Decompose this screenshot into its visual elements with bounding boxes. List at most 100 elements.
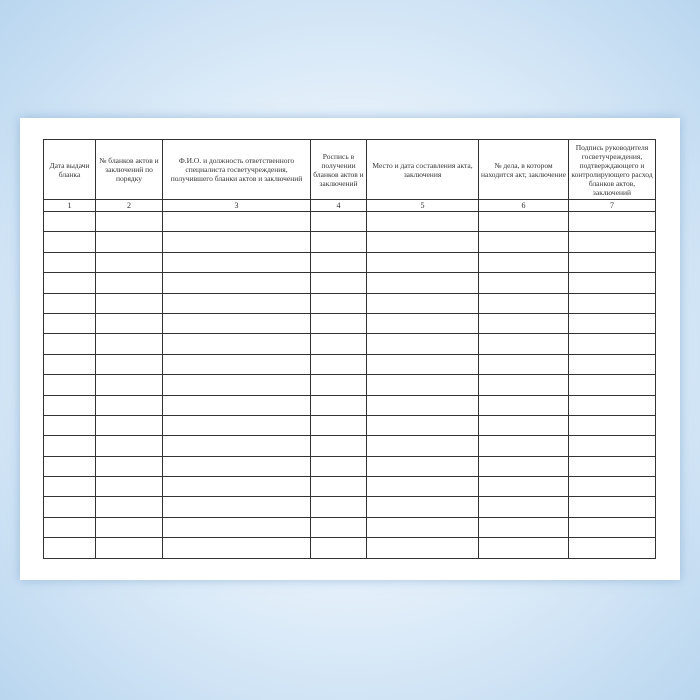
- table-cell[interactable]: [310, 516, 367, 539]
- table-cell[interactable]: [568, 435, 656, 457]
- table-cell[interactable]: [310, 333, 367, 355]
- table-cell[interactable]: [43, 394, 96, 416]
- table-cell[interactable]: [478, 455, 569, 478]
- table-cell[interactable]: [568, 251, 656, 274]
- table-cell[interactable]: [366, 231, 479, 253]
- table-cell[interactable]: [310, 394, 367, 416]
- table-cell[interactable]: [43, 312, 96, 335]
- table-cell[interactable]: [310, 455, 367, 478]
- table-cell[interactable]: [43, 476, 96, 498]
- table-cell[interactable]: [568, 272, 656, 294]
- table-cell[interactable]: [43, 455, 96, 478]
- table-cell[interactable]: [162, 537, 311, 559]
- table-cell[interactable]: [95, 496, 163, 518]
- table-cell[interactable]: [95, 353, 163, 376]
- table-cell[interactable]: [162, 312, 311, 335]
- table-cell[interactable]: [366, 374, 479, 396]
- table-cell[interactable]: [366, 333, 479, 355]
- table-cell[interactable]: [478, 516, 569, 539]
- table-cell[interactable]: [310, 476, 367, 498]
- table-cell[interactable]: [162, 353, 311, 376]
- table-cell[interactable]: [43, 292, 96, 314]
- table-cell[interactable]: [310, 435, 367, 457]
- table-cell[interactable]: [478, 272, 569, 294]
- table-cell[interactable]: [95, 251, 163, 274]
- table-cell[interactable]: [310, 496, 367, 518]
- table-cell[interactable]: [162, 476, 311, 498]
- table-cell[interactable]: [95, 394, 163, 416]
- table-cell[interactable]: [95, 537, 163, 559]
- table-cell[interactable]: [366, 353, 479, 376]
- table-cell[interactable]: [568, 455, 656, 478]
- table-cell[interactable]: [478, 210, 569, 233]
- table-cell[interactable]: [95, 414, 163, 437]
- table-cell[interactable]: [366, 292, 479, 314]
- table-cell[interactable]: [95, 272, 163, 294]
- table-cell[interactable]: [95, 374, 163, 396]
- table-cell[interactable]: [568, 333, 656, 355]
- table-cell[interactable]: [43, 374, 96, 396]
- table-cell[interactable]: [162, 272, 311, 294]
- table-cell[interactable]: [568, 312, 656, 335]
- table-cell[interactable]: [162, 333, 311, 355]
- table-cell[interactable]: [95, 455, 163, 478]
- table-cell[interactable]: [310, 374, 367, 396]
- table-cell[interactable]: [43, 496, 96, 518]
- table-cell[interactable]: [366, 414, 479, 437]
- table-cell[interactable]: [568, 516, 656, 539]
- table-cell[interactable]: [162, 455, 311, 478]
- table-cell[interactable]: [478, 414, 569, 437]
- table-cell[interactable]: [478, 537, 569, 559]
- table-cell[interactable]: [366, 516, 479, 539]
- table-cell[interactable]: [43, 333, 96, 355]
- table-cell[interactable]: [478, 312, 569, 335]
- table-cell[interactable]: [478, 231, 569, 253]
- table-cell[interactable]: [43, 272, 96, 294]
- table-cell[interactable]: [568, 414, 656, 437]
- table-cell[interactable]: [568, 210, 656, 233]
- table-cell[interactable]: [478, 476, 569, 498]
- table-cell[interactable]: [43, 353, 96, 376]
- table-cell[interactable]: [43, 414, 96, 437]
- table-cell[interactable]: [95, 516, 163, 539]
- table-cell[interactable]: [310, 312, 367, 335]
- table-cell[interactable]: [310, 537, 367, 559]
- table-cell[interactable]: [95, 292, 163, 314]
- table-cell[interactable]: [568, 231, 656, 253]
- table-cell[interactable]: [162, 231, 311, 253]
- table-cell[interactable]: [366, 537, 479, 559]
- table-cell[interactable]: [568, 476, 656, 498]
- table-cell[interactable]: [366, 394, 479, 416]
- table-cell[interactable]: [95, 435, 163, 457]
- table-cell[interactable]: [366, 435, 479, 457]
- table-cell[interactable]: [366, 272, 479, 294]
- table-cell[interactable]: [310, 231, 367, 253]
- table-cell[interactable]: [366, 455, 479, 478]
- table-cell[interactable]: [478, 251, 569, 274]
- table-cell[interactable]: [568, 353, 656, 376]
- table-cell[interactable]: [310, 251, 367, 274]
- table-cell[interactable]: [310, 353, 367, 376]
- table-cell[interactable]: [310, 272, 367, 294]
- table-cell[interactable]: [568, 394, 656, 416]
- table-cell[interactable]: [95, 312, 163, 335]
- table-cell[interactable]: [310, 292, 367, 314]
- table-cell[interactable]: [162, 210, 311, 233]
- table-cell[interactable]: [43, 210, 96, 233]
- table-cell[interactable]: [366, 312, 479, 335]
- table-cell[interactable]: [568, 496, 656, 518]
- table-cell[interactable]: [478, 333, 569, 355]
- table-cell[interactable]: [43, 251, 96, 274]
- table-cell[interactable]: [568, 292, 656, 314]
- table-cell[interactable]: [43, 516, 96, 539]
- table-cell[interactable]: [310, 210, 367, 233]
- table-cell[interactable]: [310, 414, 367, 437]
- table-cell[interactable]: [162, 394, 311, 416]
- table-cell[interactable]: [95, 210, 163, 233]
- table-cell[interactable]: [366, 476, 479, 498]
- table-cell[interactable]: [162, 251, 311, 274]
- table-cell[interactable]: [43, 435, 96, 457]
- table-cell[interactable]: [478, 353, 569, 376]
- table-cell[interactable]: [95, 476, 163, 498]
- table-cell[interactable]: [478, 435, 569, 457]
